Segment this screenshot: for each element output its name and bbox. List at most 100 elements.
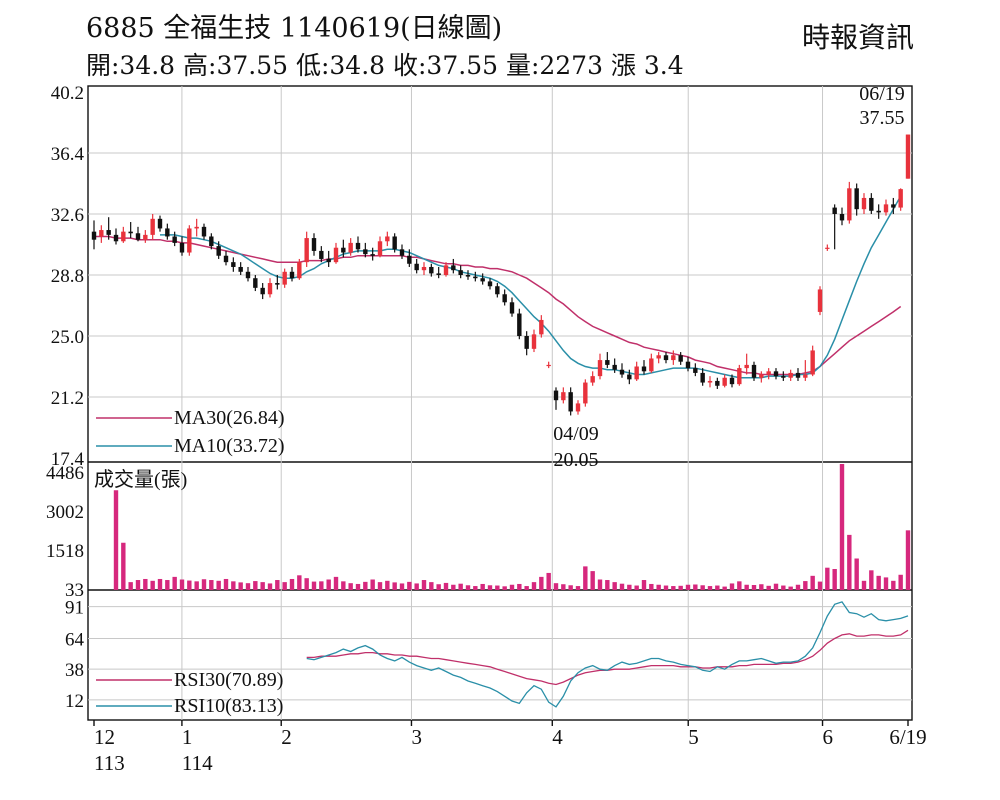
candle-body [458,270,463,275]
volume-tick-label: 1518 [46,541,84,562]
candle-body [832,207,837,214]
rsi-tick-label: 91 [65,598,84,619]
volume-bar [355,583,361,590]
candle [524,331,529,356]
candle-body [693,368,698,373]
volume-bar [429,582,434,590]
candle-body [377,241,383,256]
candle [436,266,441,279]
volume-bar [509,584,515,590]
candle [597,353,603,380]
candle [370,247,375,261]
candle-body [106,230,111,235]
volume-bar [773,583,779,590]
candle-body [751,364,757,378]
candle-body [333,247,339,263]
volume-bar [817,581,823,590]
candle-body [773,371,779,377]
candle [825,244,830,251]
x-tick-label: 2 [281,725,292,749]
volume-bar [722,586,727,590]
candle [803,360,808,381]
volume-bar [612,582,617,590]
volume-tick-label: 4486 [46,463,84,484]
volume-bar [201,579,207,590]
candle-body [311,238,317,251]
candle [722,374,727,388]
volume-bar [553,583,559,590]
candle-body [223,255,229,263]
low-date-annotation: 04/09 [553,423,599,445]
candle [385,231,390,247]
candle-body [465,275,471,277]
candle-body [553,390,559,401]
candle [531,329,537,353]
candle-body [517,313,522,336]
candle-body [363,249,368,255]
candle [685,356,691,372]
candle [377,236,383,258]
candle [832,204,837,250]
volume-bar [891,580,896,590]
candle [201,223,207,240]
chart-frame [87,85,913,721]
volume-bar [634,585,639,590]
candle [817,286,823,316]
candle-body [436,273,441,275]
candle-body [509,302,515,314]
low-price-annotation: 20.05 [554,449,599,471]
candle [751,361,757,381]
volume-bar [231,581,236,590]
volume-bar [414,583,419,590]
candle-body [429,266,434,274]
candle [656,352,661,364]
candle [311,233,317,256]
candle-body [392,236,397,250]
candle [495,283,500,298]
candle-body [121,231,126,242]
candle [847,181,852,224]
volume-bar [524,586,529,590]
candle [465,270,471,280]
candle-body [91,231,97,240]
volume-bar [561,584,566,590]
volume-bar [150,580,155,590]
candle [289,266,295,282]
candle-body [744,364,749,369]
price-tick-label: 17.4 [51,449,85,470]
volume-bar [194,581,199,590]
candle-body [421,266,427,271]
candle-body [539,319,544,335]
candle [209,233,214,250]
price-tick-label: 28.8 [51,266,84,287]
volume-bar [333,576,339,590]
volume-bar [627,584,632,590]
volume-bar [788,586,793,590]
volume-title: 成交量(張) [94,468,187,491]
x-tick-label: 12 [94,725,115,749]
candle [157,215,163,232]
candle-body [319,250,324,259]
volume-bar [260,582,265,590]
candle [473,271,478,282]
candle [253,275,258,292]
candle [421,262,427,275]
volume-bar [370,579,375,590]
candle-body [348,242,353,253]
volume-bar [165,580,170,590]
candle-body [759,374,764,378]
volume-bar [898,574,903,590]
candle-body [671,355,676,361]
candle [267,278,273,298]
high-date-annotation: 06/19 [859,83,905,105]
candle [282,268,287,288]
volume-bar [297,575,302,590]
candle-body [297,262,302,279]
volume-tick-label: 33 [65,580,84,601]
candle [612,358,617,373]
volume-bar [392,582,397,590]
candle [179,236,185,256]
x-tick-label: 6 [823,725,834,749]
volume-bar [795,584,801,590]
candle-body [289,271,295,279]
